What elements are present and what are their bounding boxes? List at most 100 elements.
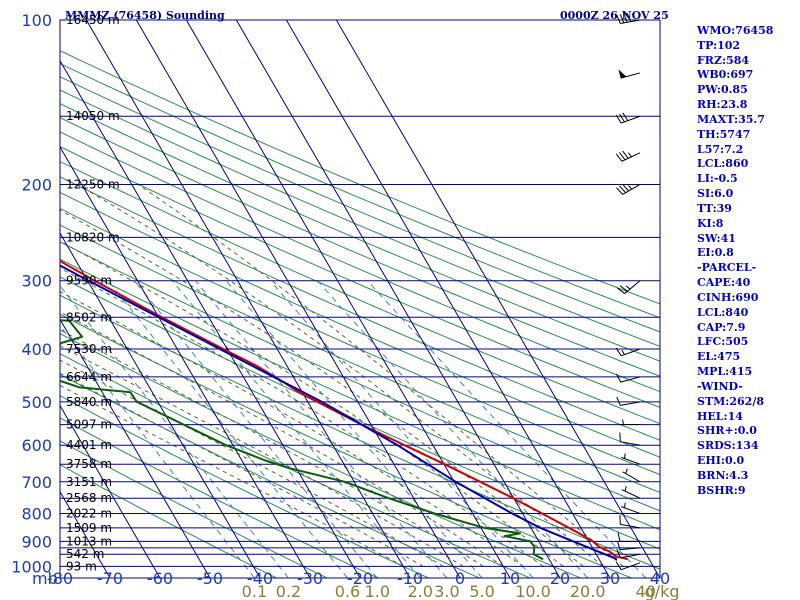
sounding-index: RH:23.8 — [697, 98, 748, 112]
height-label: 93 m — [66, 559, 97, 573]
wind-barb-layer — [615, 12, 641, 571]
wind-barb — [617, 532, 640, 542]
sounding-title: MMMZ (76458) Sounding — [65, 9, 225, 22]
mixing-ratio-unit: g/kg — [645, 582, 680, 600]
wind-barb — [621, 486, 641, 499]
sounding-index: CINH:690 — [697, 290, 759, 304]
dry-adiabat-line — [60, 417, 379, 578]
wind-barb — [620, 419, 640, 426]
parcel-trace — [60, 264, 618, 561]
isotherm-line — [60, 232, 261, 578]
wind-barb — [617, 280, 641, 294]
sounding-indices: WMO:76458 TP:102 FRZ:584 WB0:697 PW:0.85 RH:2… — [697, 24, 773, 499]
temperature-tick-label: -30 — [297, 569, 323, 588]
isotherm-line — [60, 318, 211, 578]
sounding-index: -PARCEL- — [697, 261, 757, 275]
temperature-tick-label: -80 — [47, 569, 73, 588]
sounding-index: SHR+:0.0 — [697, 424, 757, 438]
pressure-grid — [59, 19, 661, 579]
mixing-ratio-line — [134, 280, 378, 578]
dry-adiabat-line — [60, 50, 660, 305]
dry-adiabat-line — [60, 176, 660, 441]
sounding-index: MAXT:35.7 — [697, 112, 765, 126]
mixing-ratio-line — [367, 280, 647, 578]
dry-adiabat-line — [60, 313, 632, 578]
dry-adiabat-line — [60, 464, 277, 578]
sounding-index: CAPE:40 — [697, 276, 751, 290]
sounding-index: BRN:4.3 — [697, 468, 749, 482]
pressure-tick-label: 200 — [21, 176, 52, 195]
height-label: 16450 m — [66, 13, 120, 27]
pressure-tick-label: 600 — [21, 436, 52, 455]
dry-adiabat-line — [60, 131, 660, 393]
height-label: 12250 m — [66, 178, 120, 192]
mixing-ratio-label: 0.2 — [276, 582, 301, 600]
sounding-index: -WIND- — [697, 379, 743, 393]
dry-adiabat-line — [60, 63, 660, 319]
height-label: 6644 m — [66, 370, 112, 384]
moist-adiabat-line — [60, 267, 544, 567]
dry-adiabat-line — [60, 241, 660, 512]
sounding-index: EL:475 — [697, 350, 741, 364]
dry-adiabat-line — [60, 117, 660, 377]
mixing-ratio-line — [225, 280, 483, 578]
moist-adiabat-line — [60, 372, 424, 567]
moist-adiabat-line — [60, 329, 484, 567]
isotherm-line — [60, 404, 161, 578]
mixing-ratio-label: 0.1 — [242, 582, 267, 600]
temperature-tick-label: -60 — [147, 569, 173, 588]
height-label: 8502 m — [66, 310, 112, 324]
pressure-tick-label: 300 — [21, 272, 52, 291]
isotherm-line — [285, 20, 611, 578]
dry-adiabat-line — [60, 160, 660, 425]
wind-barb — [616, 12, 641, 24]
moist-adiabat-line — [137, 184, 624, 567]
height-label: 5840 m — [66, 395, 112, 409]
mixing-ratio-label: 10.0 — [515, 582, 551, 600]
wind-barb — [616, 396, 641, 406]
dry-adiabat-line — [60, 440, 328, 578]
sounding-index: LCL:840 — [697, 305, 749, 319]
wind-barb — [619, 515, 641, 529]
sounding-index: LFC:505 — [697, 335, 749, 349]
adiabat-layer — [60, 20, 660, 578]
temperature-tick-label: -70 — [97, 569, 123, 588]
sounding-index: WB0:697 — [697, 68, 754, 82]
pressure-tick-label: 700 — [21, 473, 52, 492]
wind-barb — [618, 69, 641, 79]
height-label: 2568 m — [66, 491, 112, 505]
dewpoint-trace — [60, 319, 544, 561]
isotherm-line — [185, 20, 511, 578]
dry-adiabat-line — [60, 89, 660, 347]
temperature-tick-label: 0 — [455, 569, 465, 588]
moist-adiabat-line — [60, 345, 464, 567]
moist-adiabat-line — [60, 290, 524, 567]
isotherm-line — [60, 59, 361, 578]
height-label: 5097 m — [66, 418, 112, 432]
isotherm-line — [60, 145, 311, 578]
temperature-tick-label: 40 — [650, 569, 670, 588]
temperature-tick-label: -10 — [397, 569, 423, 588]
axis-label-layer: 16450 m 14050 m 12250 m 10820 m 9590 m 8502 m… — [11, 11, 679, 600]
sounding-index: HEL:14 — [697, 409, 743, 423]
sounding-index: KI:8 — [697, 216, 724, 230]
wind-barb — [615, 373, 641, 383]
isotherm-line — [235, 20, 561, 578]
sounding-index: CAP:7.9 — [697, 320, 746, 334]
pressure-tick-label: 100 — [21, 11, 52, 30]
dry-adiabat-line — [60, 333, 581, 578]
mixing-ratio-line — [107, 280, 348, 578]
sounding-index: FRZ:584 — [697, 53, 750, 67]
sounding-index: TP:102 — [697, 38, 741, 52]
mixing-ratio-line — [270, 280, 534, 578]
wind-barb — [619, 432, 641, 446]
mixing-ratio-label: 20.0 — [570, 582, 606, 600]
pressure-tick-label: 1000 — [11, 557, 52, 576]
sounding-index: SI:6.0 — [697, 187, 734, 201]
dry-adiabat-line — [60, 146, 660, 408]
dry-adiabat-line — [60, 207, 660, 476]
sounding-index: TT:39 — [697, 201, 732, 215]
wind-barb — [621, 453, 641, 465]
isotherm-line — [60, 577, 61, 578]
